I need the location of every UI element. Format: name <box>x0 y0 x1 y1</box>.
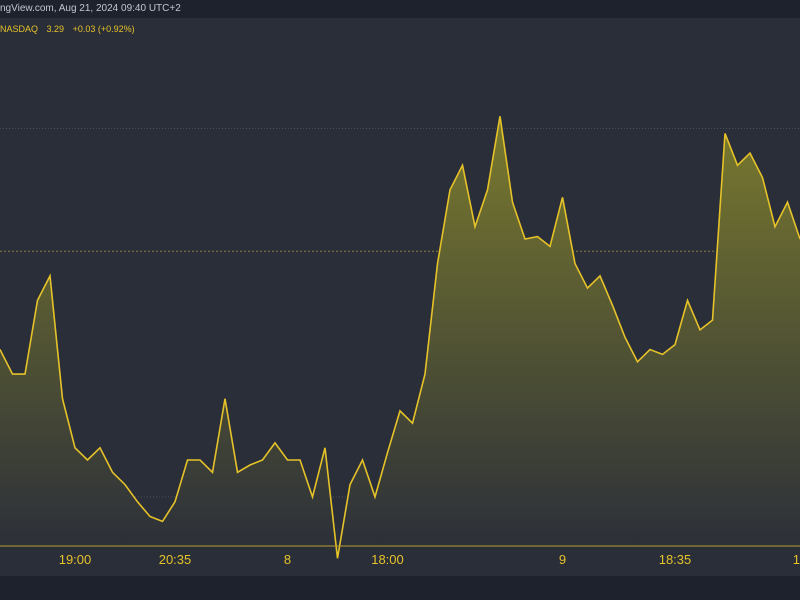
x-tick-label: 20:35 <box>159 552 192 567</box>
x-tick-label: 18:00 <box>371 552 404 567</box>
price-line <box>0 116 800 559</box>
top-bar: ngView.com, Aug 21, 2024 09:40 UTC+2 <box>0 0 800 18</box>
symbol-legend: NASDAQ 3.29 +0.03 (+0.92%) <box>0 24 141 34</box>
exchange-label: NASDAQ <box>0 24 39 34</box>
change-value: +0.03 (+0.92%) <box>72 24 135 34</box>
price-value: 3.29 <box>46 24 65 34</box>
header-text: ngView.com, Aug 21, 2024 09:40 UTC+2 <box>0 3 181 14</box>
x-tick-label: 8 <box>284 552 291 567</box>
x-tick-label: 19:00 <box>59 552 92 567</box>
price-chart[interactable]: 19:00 20:35 8 18:00 9 18:35 12 <box>0 0 800 576</box>
x-tick-label: 18:35 <box>659 552 692 567</box>
bottom-bar <box>0 576 800 600</box>
x-tick-label: 12 <box>793 552 800 567</box>
x-tick-label: 9 <box>559 552 566 567</box>
price-area <box>0 116 800 559</box>
